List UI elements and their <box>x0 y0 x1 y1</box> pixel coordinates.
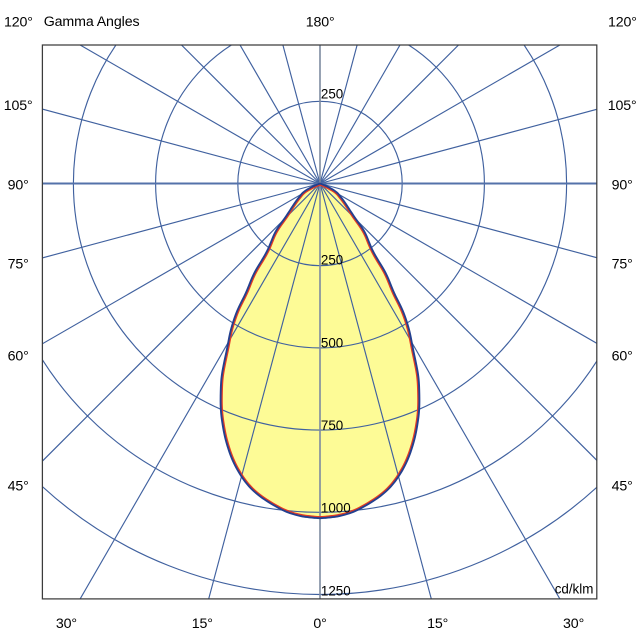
svg-text:250: 250 <box>321 87 343 102</box>
svg-text:500: 500 <box>321 335 343 350</box>
svg-text:105°: 105° <box>608 98 637 114</box>
svg-text:60°: 60° <box>612 349 633 365</box>
svg-text:90°: 90° <box>8 177 29 193</box>
svg-text:15°: 15° <box>192 616 213 632</box>
svg-text:15°: 15° <box>427 616 448 632</box>
svg-text:250: 250 <box>321 252 343 267</box>
svg-text:1250: 1250 <box>321 583 351 598</box>
svg-text:75°: 75° <box>612 256 633 272</box>
svg-text:105°: 105° <box>4 98 33 114</box>
svg-text:0°: 0° <box>313 616 326 632</box>
svg-text:120°: 120° <box>608 15 637 31</box>
svg-text:75°: 75° <box>8 256 29 272</box>
svg-text:30°: 30° <box>563 616 584 632</box>
svg-text:45°: 45° <box>8 479 29 495</box>
svg-text:120°: 120° <box>4 15 33 31</box>
svg-text:45°: 45° <box>612 479 633 495</box>
svg-text:750: 750 <box>321 418 343 433</box>
svg-text:cd/klm: cd/klm <box>555 581 594 596</box>
svg-text:90°: 90° <box>612 177 633 193</box>
svg-text:30°: 30° <box>56 616 77 632</box>
svg-text:60°: 60° <box>8 349 29 365</box>
svg-text:180°: 180° <box>306 15 335 31</box>
svg-text:Gamma Angles: Gamma Angles <box>44 14 140 30</box>
svg-text:1000: 1000 <box>321 500 351 515</box>
